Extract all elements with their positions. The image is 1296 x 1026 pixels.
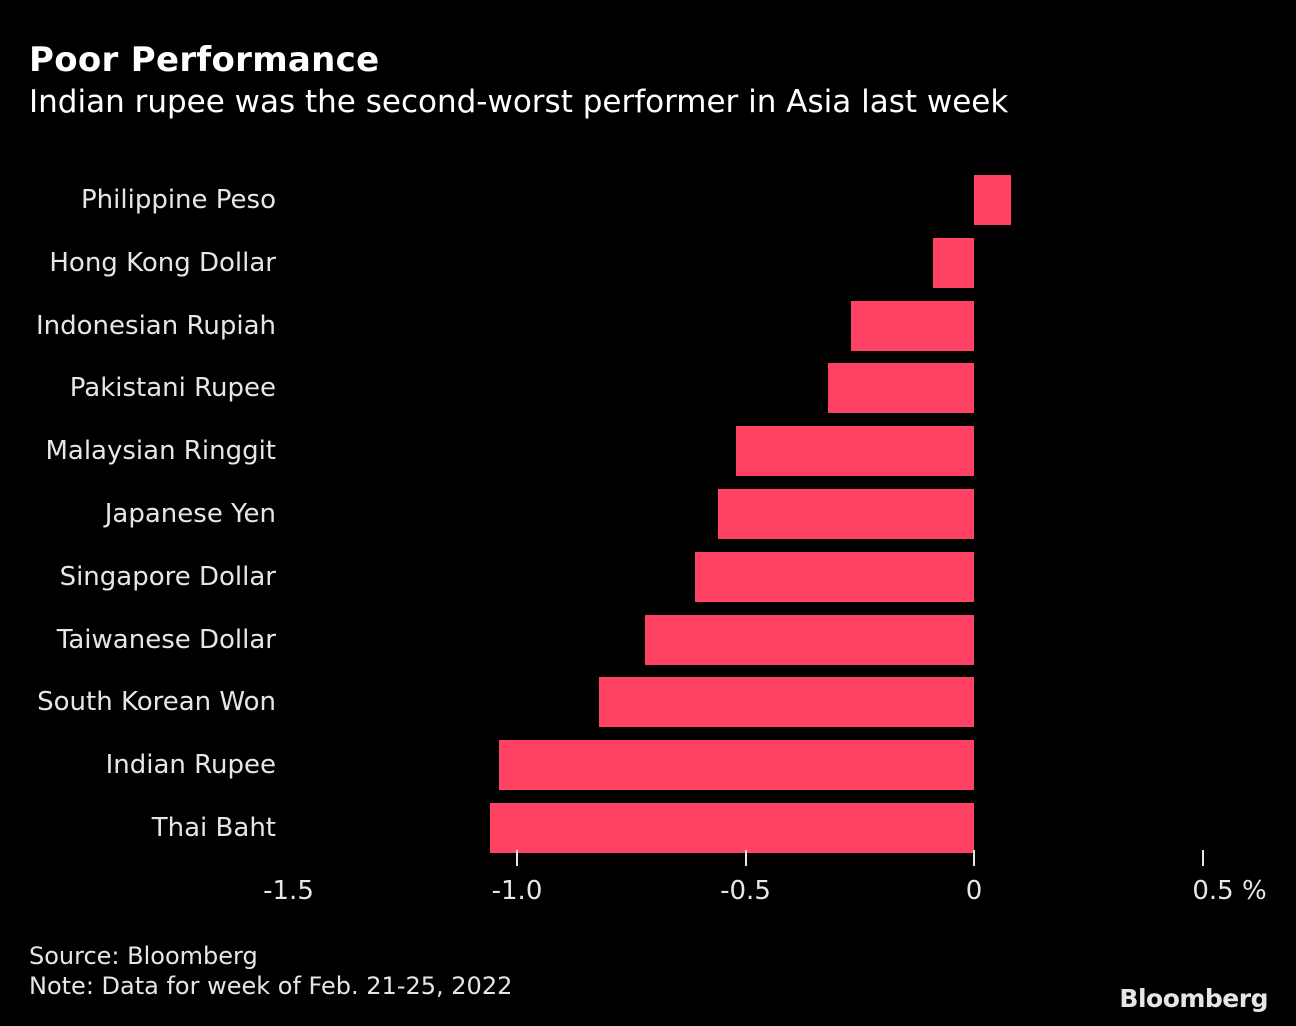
axis-tick-label: 0 <box>965 876 983 906</box>
bar <box>644 614 974 665</box>
bar <box>827 363 974 414</box>
data-note: Note: Data for week of Feb. 21-25, 2022 <box>29 972 513 1000</box>
category-label: Hong Kong Dollar <box>49 247 276 278</box>
chart-subtitle: Indian rupee was the second-worst perfor… <box>29 84 1009 120</box>
category-label: Philippine Peso <box>81 185 276 215</box>
bar <box>736 426 974 477</box>
axis-tick <box>973 850 975 866</box>
axis-tick-label: -0.5 <box>720 876 771 906</box>
bar <box>718 489 974 539</box>
bar <box>850 300 974 351</box>
axis-tick-label: -1.0 <box>491 876 543 906</box>
bar <box>695 551 974 602</box>
axis-tick-label: 0.5 % <box>1192 876 1267 906</box>
axis-tick <box>516 850 518 866</box>
axis-tick <box>744 850 747 866</box>
category-label: Singapore Dollar <box>59 561 276 592</box>
category-label: Taiwanese Dollar <box>56 624 276 655</box>
source-note: Source: Bloomberg <box>29 942 258 970</box>
category-label: Indian Rupee <box>105 750 276 781</box>
category-label: Thai Baht <box>151 813 276 843</box>
category-label: Japanese Yen <box>104 499 276 529</box>
bar <box>974 175 1011 225</box>
category-label: South Korean Won <box>37 687 276 718</box>
axis-tick-label: -1.5 <box>263 876 314 906</box>
bloomberg-logo: Bloomberg <box>1119 984 1268 1013</box>
axis-tick <box>1201 850 1204 866</box>
category-label: Indonesian Rupiah <box>36 310 276 341</box>
category-label: Pakistani Rupee <box>69 373 276 404</box>
bar <box>498 740 974 791</box>
bar <box>489 803 974 853</box>
chart-title: Poor Performance <box>29 40 380 80</box>
bar <box>599 677 974 728</box>
bar <box>932 237 974 288</box>
category-label: Malaysian Ringgit <box>45 436 276 467</box>
